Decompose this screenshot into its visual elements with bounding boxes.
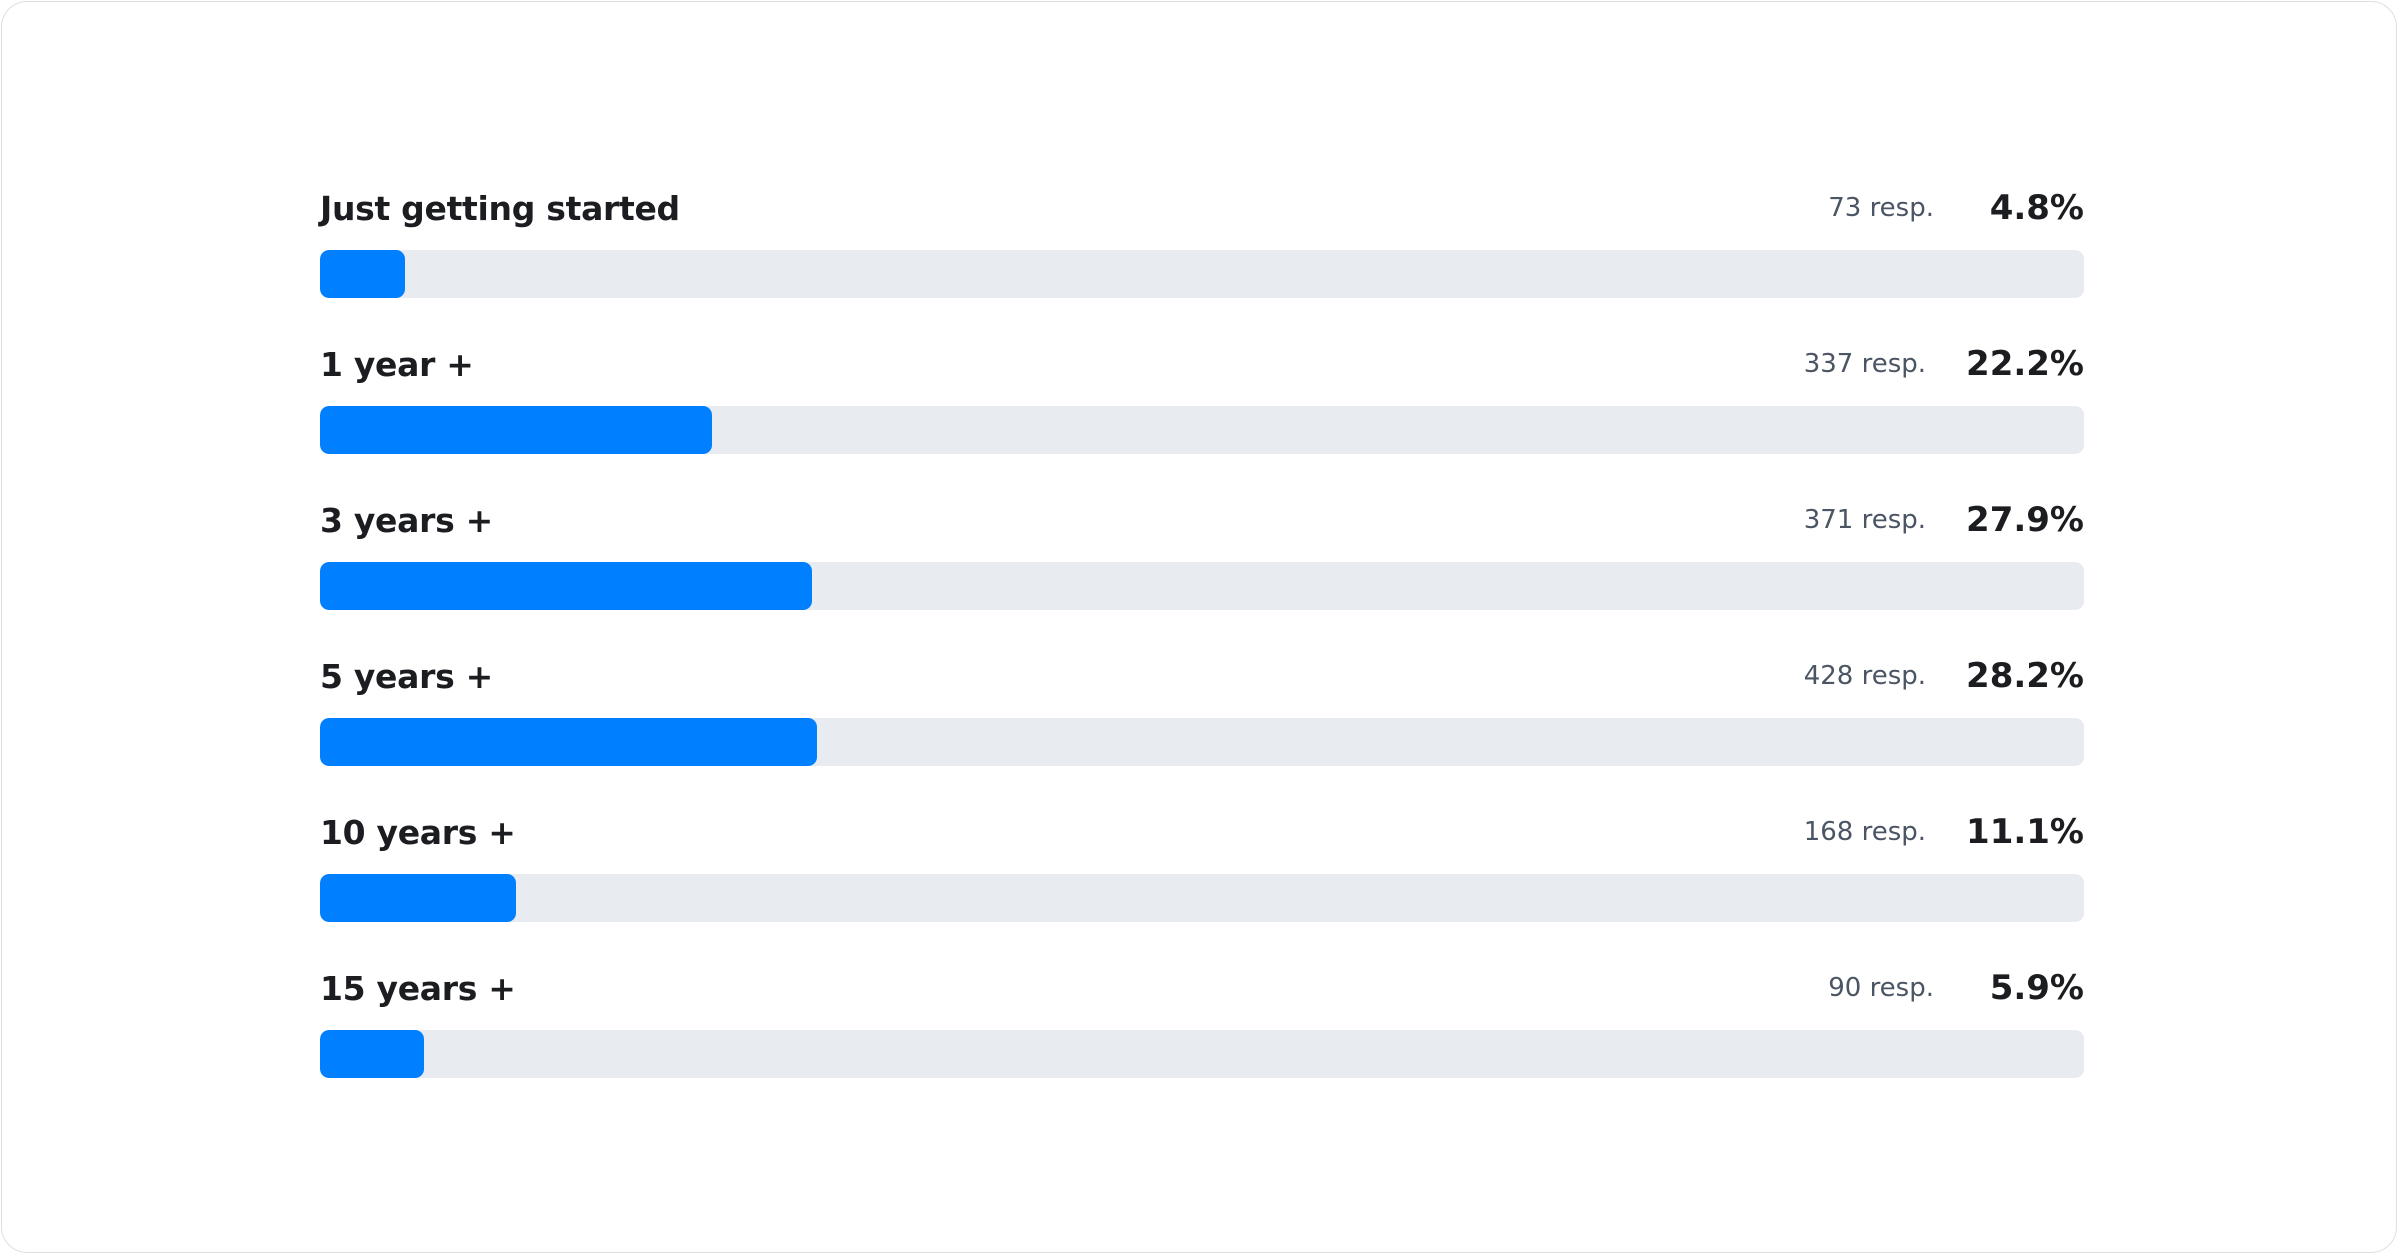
bar-row-header: 10 years + 168 resp. 11.1% — [320, 806, 2084, 858]
category-label: 15 years + — [320, 968, 516, 1008]
bar-fill — [320, 874, 516, 922]
bar-row: 1 year + 337 resp. 22.2% — [320, 338, 2084, 494]
bar-fill — [320, 562, 813, 610]
bar-row: 5 years + 428 resp. 28.2% — [320, 650, 2084, 806]
bar-track — [320, 406, 2084, 454]
percentage-label: 5.9% — [1989, 968, 2084, 1008]
bar-row: 10 years + 168 resp. 11.1% — [320, 806, 2084, 962]
response-count: 371 resp. — [1803, 505, 1927, 535]
percentage-label: 11.1% — [1966, 812, 2084, 852]
percentage-label: 4.8% — [1989, 188, 2084, 228]
bar-list: Just getting started 73 resp. 4.8% 1 yea… — [320, 182, 2084, 1118]
category-label: 10 years + — [320, 812, 516, 852]
bar-row-header: 1 year + 337 resp. 22.2% — [320, 338, 2084, 390]
percentage-label: 22.2% — [1966, 344, 2084, 384]
category-label: Just getting started — [320, 188, 680, 228]
response-count: 168 resp. — [1803, 817, 1927, 847]
percentage-label: 28.2% — [1966, 656, 2084, 696]
bar-row-header: 15 years + 90 resp. 5.9% — [320, 962, 2084, 1014]
bar-track — [320, 874, 2084, 922]
bar-track — [320, 1030, 2084, 1078]
category-label: 3 years + — [320, 500, 493, 540]
response-count: 428 resp. — [1803, 661, 1927, 691]
bar-row: Just getting started 73 resp. 4.8% — [320, 182, 2084, 338]
category-label: 5 years + — [320, 656, 493, 696]
percentage-label: 27.9% — [1966, 500, 2084, 540]
bar-row-header: 3 years + 371 resp. 27.9% — [320, 494, 2084, 546]
bar-fill — [320, 250, 405, 298]
bar-fill — [320, 1030, 425, 1078]
bar-row-header: 5 years + 428 resp. 28.2% — [320, 650, 2084, 702]
bar-row-header: Just getting started 73 resp. 4.8% — [320, 182, 2084, 234]
response-count: 90 resp. — [1828, 973, 1934, 1003]
bar-track — [320, 718, 2084, 766]
bar-row: 15 years + 90 resp. 5.9% — [320, 962, 2084, 1118]
bar-fill — [320, 718, 818, 766]
response-count: 337 resp. — [1803, 349, 1927, 379]
bar-track — [320, 562, 2084, 610]
category-label: 1 year + — [320, 344, 474, 384]
bar-track — [320, 250, 2084, 298]
response-count: 73 resp. — [1828, 193, 1934, 223]
bar-row: 3 years + 371 resp. 27.9% — [320, 494, 2084, 650]
bar-fill — [320, 406, 712, 454]
